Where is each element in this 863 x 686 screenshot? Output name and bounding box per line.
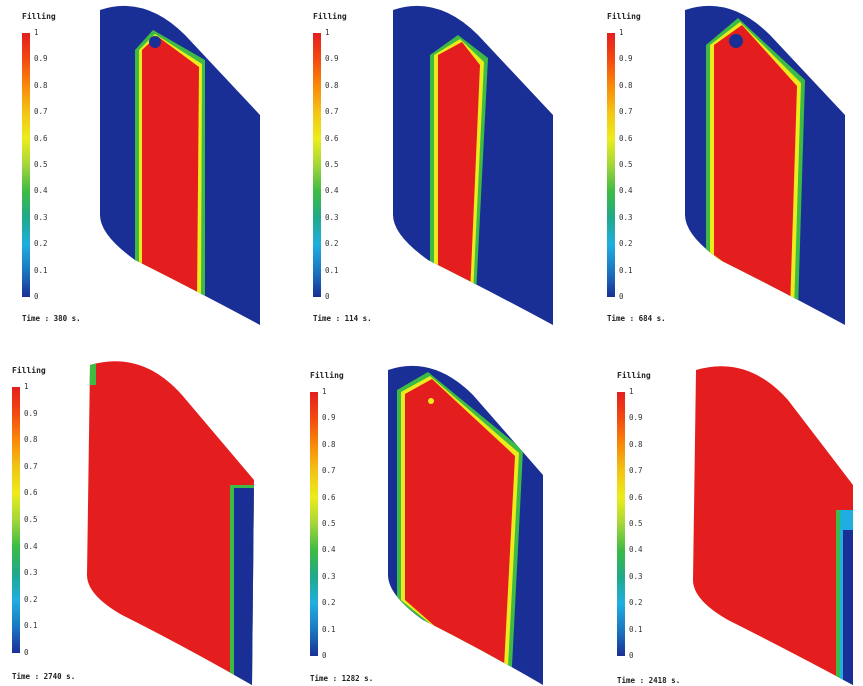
filling-contour — [388, 365, 543, 686]
colorbar-tick-label: 0 — [325, 292, 330, 301]
colorbar-tick-label: 0.1 — [619, 265, 633, 275]
colorbar-tick-label: 0.4 — [322, 545, 336, 555]
colorbar-tick-label: 0.7 — [34, 107, 48, 117]
legend-title: Filling — [310, 371, 344, 380]
colorbar-tick-label: 0.7 — [619, 107, 633, 117]
colorbar-tick-label: 0.6 — [629, 492, 643, 502]
filling-contour — [685, 5, 845, 326]
colorbar-tick-label: 0.8 — [34, 80, 48, 90]
colorbar-tick-label: 0.5 — [322, 519, 336, 528]
colorbar-tick-label: 1 — [24, 382, 29, 391]
colorbar-tick-label: 0.4 — [24, 541, 38, 551]
colorbar-tick-label: 0.4 — [619, 186, 633, 196]
colorbar-tick-label: 1 — [325, 28, 330, 37]
filling-contour — [100, 5, 260, 326]
colorbar-tick-label: 0.7 — [629, 466, 643, 476]
colorbar — [313, 33, 321, 297]
colorbar-tick-label: 0.3 — [325, 212, 339, 222]
colorbar-tick-label: 0.4 — [629, 545, 643, 555]
colorbar-tick-label: 0.5 — [24, 515, 38, 524]
filling-contour — [87, 361, 254, 685]
colorbar-tick-label: 0.2 — [629, 598, 643, 608]
colorbar-tick-label: 0.9 — [629, 413, 643, 423]
colorbar-tick-label: 0 — [24, 648, 29, 657]
legend-title: Filling — [22, 12, 56, 21]
legend-title: Filling — [12, 366, 46, 375]
colorbar-tick-label: 0 — [322, 651, 327, 660]
colorbar-tick-label: 0.9 — [34, 54, 48, 64]
colorbar-tick-label: 0.8 — [619, 80, 633, 90]
colorbar-tick-label: 0.5 — [34, 160, 48, 169]
colorbar-tick-label: 0.5 — [629, 519, 643, 528]
colorbar — [310, 392, 318, 656]
filling-contour — [393, 5, 553, 326]
time-label: Time : 2740 s. — [12, 672, 76, 681]
colorbar-tick-label: 0.3 — [24, 568, 38, 578]
time-label: Time : 114 s. — [313, 314, 372, 323]
colorbar-tick-label: 1 — [34, 28, 39, 37]
colorbar-tick-label: 0.9 — [322, 413, 336, 423]
colorbar — [22, 33, 30, 297]
colorbar-tick-label: 0.5 — [619, 160, 633, 169]
colorbar-tick-label: 0.3 — [619, 212, 633, 222]
colorbar-tick-label: 1 — [322, 387, 327, 396]
colorbar-tick-label: 0.2 — [322, 598, 336, 608]
colorbar — [12, 387, 20, 653]
colorbar-tick-label: 0 — [34, 292, 39, 301]
colorbar-tick-label: 0.6 — [322, 492, 336, 502]
colorbar-tick-label: 0.1 — [322, 624, 336, 634]
colorbar-tick-label: 0.2 — [619, 239, 633, 249]
colorbar-tick-label: 0.2 — [34, 239, 48, 249]
colorbar-tick-label: 0.7 — [325, 107, 339, 117]
colorbar-tick-label: 0.5 — [325, 160, 339, 169]
colorbar-tick-label: 0.1 — [325, 265, 339, 275]
colorbar-tick-label: 0.9 — [24, 408, 38, 418]
time-label: Time : 2418 s. — [617, 676, 681, 685]
time-label: Time : 1282 s. — [310, 674, 374, 683]
colorbar-tick-label: 0.3 — [34, 212, 48, 222]
legend-title: Filling — [617, 371, 651, 380]
colorbar-tick-label: 0.1 — [629, 624, 643, 634]
colorbar-tick-label: 0.6 — [619, 133, 633, 143]
colorbar-tick-label: 0.6 — [34, 133, 48, 143]
legend-title: Filling — [313, 12, 347, 21]
legend-title: Filling — [607, 12, 641, 21]
colorbar-tick-label: 0.8 — [629, 439, 643, 449]
colorbar-tick-label: 0.6 — [24, 488, 38, 498]
colorbar-tick-label: 0.6 — [325, 133, 339, 143]
time-label: Time : 380 s. — [22, 314, 81, 323]
colorbar-tick-label: 0 — [629, 651, 634, 660]
filling-contour — [693, 366, 853, 685]
colorbar-tick-label: 0.3 — [322, 571, 336, 581]
colorbar-tick-label: 1 — [629, 387, 634, 396]
colorbar-tick-label: 0 — [619, 292, 624, 301]
colorbar-tick-label: 0.3 — [629, 571, 643, 581]
colorbar-tick-label: 0.7 — [322, 466, 336, 476]
colorbar-tick-label: 0.7 — [24, 461, 38, 471]
colorbar-tick-label: 0.1 — [24, 621, 38, 631]
colorbar-tick-label: 0.8 — [322, 439, 336, 449]
colorbar-tick-label: 0.4 — [325, 186, 339, 196]
colorbar-tick-label: 1 — [619, 28, 624, 37]
colorbar-tick-label: 0.8 — [24, 435, 38, 445]
colorbar-tick-label: 0.9 — [325, 54, 339, 64]
colorbar-tick-label: 0.8 — [325, 80, 339, 90]
colorbar — [607, 33, 615, 297]
colorbar-tick-label: 0.2 — [325, 239, 339, 249]
colorbar-tick-label: 0.1 — [34, 265, 48, 275]
colorbar-tick-label: 0.4 — [34, 186, 48, 196]
time-label: Time : 684 s. — [607, 314, 666, 323]
colorbar — [617, 392, 625, 656]
colorbar-tick-label: 0.2 — [24, 594, 38, 604]
colorbar-tick-label: 0.9 — [619, 54, 633, 64]
